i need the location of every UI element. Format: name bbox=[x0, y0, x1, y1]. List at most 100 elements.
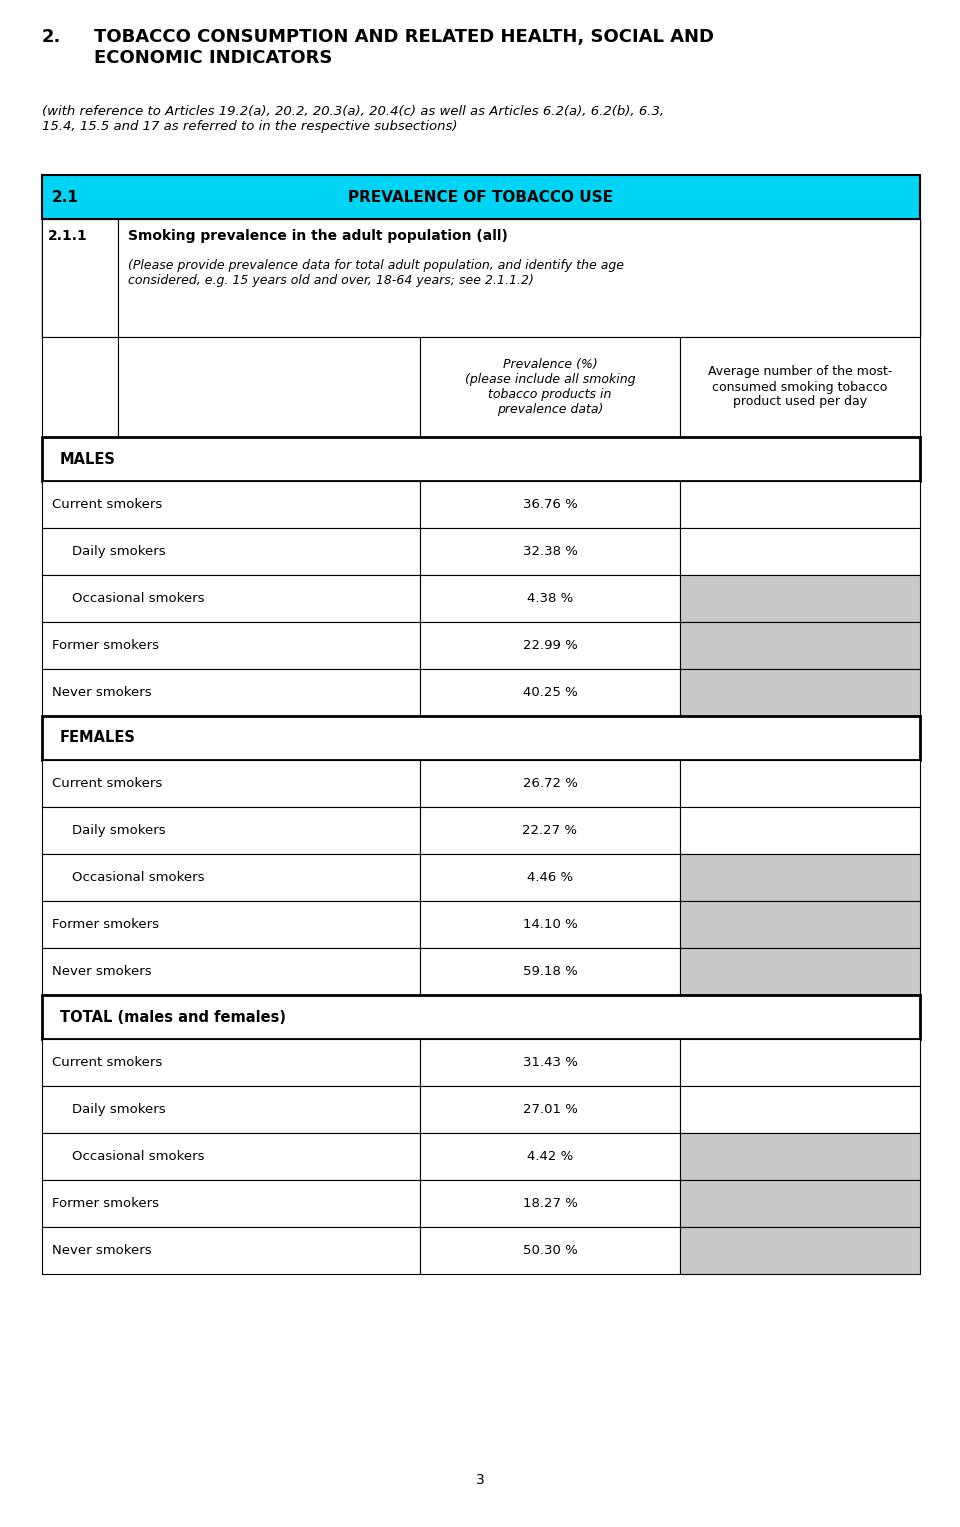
Bar bbox=[42, 1180, 420, 1228]
Bar bbox=[420, 854, 680, 901]
Bar bbox=[680, 337, 920, 437]
Text: (with reference to Articles 19.2(a), 20.2, 20.3(a), 20.4(c) as well as Articles : (with reference to Articles 19.2(a), 20.… bbox=[42, 105, 664, 133]
Text: Current smokers: Current smokers bbox=[52, 498, 162, 512]
Bar bbox=[42, 621, 420, 669]
Text: Daily smokers: Daily smokers bbox=[72, 1102, 166, 1116]
Bar bbox=[42, 481, 420, 528]
Text: 22.99 %: 22.99 % bbox=[522, 638, 577, 652]
Bar bbox=[680, 1133, 920, 1180]
Text: TOBACCO CONSUMPTION AND RELATED HEALTH, SOCIAL AND
ECONOMIC INDICATORS: TOBACCO CONSUMPTION AND RELATED HEALTH, … bbox=[94, 27, 714, 67]
Text: 2.1: 2.1 bbox=[52, 189, 79, 205]
Bar bbox=[420, 1180, 680, 1228]
Text: 40.25 %: 40.25 % bbox=[522, 686, 577, 699]
Bar bbox=[42, 1086, 420, 1133]
Text: Current smokers: Current smokers bbox=[52, 777, 162, 789]
Bar bbox=[680, 1228, 920, 1274]
Bar bbox=[42, 528, 420, 576]
Bar bbox=[42, 218, 920, 337]
Text: 50.30 %: 50.30 % bbox=[522, 1245, 577, 1257]
Text: 2.: 2. bbox=[42, 27, 61, 46]
Text: FEMALES: FEMALES bbox=[60, 730, 136, 745]
Bar bbox=[420, 576, 680, 621]
Text: Former smokers: Former smokers bbox=[52, 918, 159, 931]
Text: 36.76 %: 36.76 % bbox=[522, 498, 577, 512]
Bar bbox=[420, 337, 680, 437]
Text: Former smokers: Former smokers bbox=[52, 1197, 159, 1209]
Text: Average number of the most-
consumed smoking tobacco
product used per day: Average number of the most- consumed smo… bbox=[708, 365, 892, 409]
Bar bbox=[420, 528, 680, 576]
Bar bbox=[42, 669, 420, 716]
Bar bbox=[42, 996, 920, 1038]
Text: (Please provide prevalence data for total adult population, and identify the age: (Please provide prevalence data for tota… bbox=[128, 260, 624, 287]
Bar bbox=[680, 806, 920, 854]
Bar bbox=[680, 669, 920, 716]
Text: 32.38 %: 32.38 % bbox=[522, 545, 577, 557]
Text: 26.72 %: 26.72 % bbox=[522, 777, 577, 789]
Text: MALES: MALES bbox=[60, 452, 116, 467]
Bar bbox=[42, 576, 420, 621]
Text: 31.43 %: 31.43 % bbox=[522, 1057, 577, 1069]
Bar bbox=[42, 854, 420, 901]
Bar bbox=[420, 481, 680, 528]
Text: 2.1.1: 2.1.1 bbox=[48, 229, 87, 243]
Bar bbox=[42, 218, 118, 337]
Text: 14.10 %: 14.10 % bbox=[522, 918, 577, 931]
Text: 4.46 %: 4.46 % bbox=[527, 870, 573, 884]
Bar bbox=[680, 621, 920, 669]
Bar bbox=[42, 1038, 420, 1086]
Text: Former smokers: Former smokers bbox=[52, 638, 159, 652]
Text: Never smokers: Never smokers bbox=[52, 965, 152, 977]
Bar bbox=[420, 1133, 680, 1180]
Bar bbox=[420, 1228, 680, 1274]
Bar bbox=[680, 760, 920, 806]
Bar bbox=[42, 716, 920, 760]
Text: PREVALENCE OF TOBACCO USE: PREVALENCE OF TOBACCO USE bbox=[348, 189, 613, 205]
Bar bbox=[680, 1086, 920, 1133]
Bar bbox=[420, 669, 680, 716]
Bar bbox=[42, 437, 920, 481]
Text: Prevalence (%)
(please include all smoking
tobacco products in
prevalence data): Prevalence (%) (please include all smoki… bbox=[465, 357, 636, 415]
Text: 4.42 %: 4.42 % bbox=[527, 1150, 573, 1164]
Text: 3: 3 bbox=[475, 1474, 485, 1487]
Text: Daily smokers: Daily smokers bbox=[72, 545, 166, 557]
Bar bbox=[420, 760, 680, 806]
Text: Daily smokers: Daily smokers bbox=[72, 825, 166, 837]
Text: Never smokers: Never smokers bbox=[52, 1245, 152, 1257]
Text: 59.18 %: 59.18 % bbox=[522, 965, 577, 977]
Bar bbox=[680, 1180, 920, 1228]
Text: 27.01 %: 27.01 % bbox=[522, 1102, 577, 1116]
Bar bbox=[680, 854, 920, 901]
Text: 18.27 %: 18.27 % bbox=[522, 1197, 577, 1209]
Bar bbox=[42, 901, 420, 948]
Bar bbox=[420, 948, 680, 996]
Bar bbox=[680, 528, 920, 576]
Bar bbox=[420, 901, 680, 948]
Bar bbox=[420, 1086, 680, 1133]
Bar bbox=[420, 621, 680, 669]
Bar bbox=[420, 1038, 680, 1086]
Text: Smoking prevalence in the adult population (all): Smoking prevalence in the adult populati… bbox=[128, 229, 508, 243]
Bar bbox=[420, 806, 680, 854]
Bar bbox=[680, 481, 920, 528]
Bar bbox=[118, 218, 920, 337]
Text: Never smokers: Never smokers bbox=[52, 686, 152, 699]
Bar bbox=[42, 1133, 420, 1180]
Bar bbox=[42, 176, 920, 218]
Bar bbox=[118, 337, 420, 437]
Text: 22.27 %: 22.27 % bbox=[522, 825, 578, 837]
Text: Occasional smokers: Occasional smokers bbox=[72, 592, 204, 605]
Text: Current smokers: Current smokers bbox=[52, 1057, 162, 1069]
Bar bbox=[680, 1038, 920, 1086]
Text: TOTAL (males and females): TOTAL (males and females) bbox=[60, 1009, 286, 1025]
Bar bbox=[680, 576, 920, 621]
Text: Occasional smokers: Occasional smokers bbox=[72, 870, 204, 884]
Bar bbox=[42, 806, 420, 854]
Bar bbox=[42, 337, 118, 437]
Text: Occasional smokers: Occasional smokers bbox=[72, 1150, 204, 1164]
Bar bbox=[42, 948, 420, 996]
Bar bbox=[680, 901, 920, 948]
Bar bbox=[680, 948, 920, 996]
Bar bbox=[42, 1228, 420, 1274]
Bar bbox=[42, 760, 420, 806]
Text: 4.38 %: 4.38 % bbox=[527, 592, 573, 605]
